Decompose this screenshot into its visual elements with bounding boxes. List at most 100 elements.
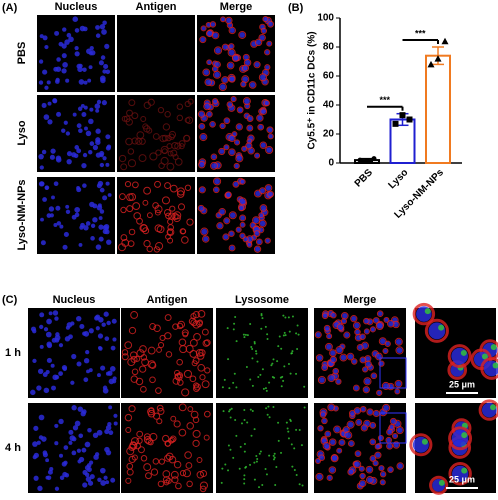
cell [126, 205, 134, 213]
cell [340, 318, 347, 325]
cell [214, 61, 221, 68]
cell [377, 390, 382, 395]
cell [105, 69, 111, 75]
cell [124, 341, 133, 350]
cell [235, 434, 238, 437]
cell [461, 467, 468, 474]
cell [291, 350, 294, 353]
cell [231, 97, 236, 102]
cell [246, 421, 249, 424]
row-label: Lyso [16, 120, 28, 146]
cell [132, 181, 139, 189]
cell [339, 440, 345, 445]
cell [72, 425, 79, 431]
cell [229, 231, 234, 236]
cell [165, 452, 174, 461]
cell [108, 405, 113, 410]
cell [251, 357, 254, 360]
cell [214, 71, 220, 78]
cell [97, 345, 102, 350]
cell [217, 223, 223, 229]
cell [216, 222, 224, 230]
cell [287, 316, 290, 319]
cell [177, 203, 186, 211]
cell [124, 180, 132, 188]
cell [262, 387, 265, 390]
cell [61, 68, 67, 74]
cell [192, 311, 200, 319]
cell [46, 213, 52, 218]
cell [232, 456, 235, 459]
cell [428, 322, 446, 340]
cell [99, 75, 106, 82]
cell [227, 62, 234, 69]
cell [243, 474, 246, 477]
cell [48, 206, 55, 212]
cell [84, 126, 88, 131]
cell [229, 149, 235, 155]
cell [234, 163, 239, 169]
cell [71, 353, 77, 360]
cell [187, 406, 194, 412]
cell [176, 103, 184, 110]
cell [98, 216, 103, 221]
cell [152, 458, 160, 465]
cell [127, 240, 135, 247]
cell [228, 43, 235, 50]
cell [424, 308, 431, 315]
cell [253, 245, 262, 253]
cell [232, 180, 240, 188]
cell [364, 420, 370, 427]
cell [233, 162, 240, 170]
cell [55, 205, 61, 211]
cell [320, 437, 328, 445]
cell [263, 99, 271, 107]
cell [134, 442, 142, 450]
y-tick-label: 100 [317, 13, 334, 24]
cell [125, 137, 133, 146]
cell [256, 360, 259, 363]
cell [202, 339, 210, 347]
cell [370, 327, 375, 332]
cell [157, 480, 165, 488]
cell [230, 407, 233, 410]
cell [88, 368, 93, 373]
column-header: Antigen [136, 1, 177, 13]
cell [147, 409, 156, 418]
cell [196, 352, 205, 360]
cell [229, 27, 235, 34]
cell [199, 481, 208, 490]
cell [253, 342, 256, 345]
cell [315, 332, 321, 338]
cell [259, 373, 262, 376]
cell [284, 316, 287, 319]
cell [239, 206, 244, 211]
cell [171, 212, 179, 221]
cell [100, 480, 107, 486]
cell [189, 375, 197, 383]
cell [62, 27, 67, 32]
cell [126, 468, 134, 476]
cell [156, 404, 164, 412]
cell [71, 450, 77, 456]
cell [478, 399, 498, 421]
cell [229, 448, 232, 451]
cell [272, 454, 275, 457]
cell [275, 466, 278, 469]
cell [132, 202, 141, 210]
cell [89, 46, 94, 51]
cell [327, 475, 332, 480]
cell [83, 105, 88, 110]
cell [249, 82, 256, 88]
cell [253, 478, 256, 481]
cell [322, 313, 328, 319]
cell [381, 381, 390, 390]
cell [229, 408, 232, 411]
cell [261, 368, 264, 371]
cell [97, 203, 102, 208]
cell [236, 124, 242, 130]
cell [240, 222, 245, 227]
cell [68, 36, 74, 43]
cell [185, 116, 194, 125]
cell [98, 224, 104, 230]
